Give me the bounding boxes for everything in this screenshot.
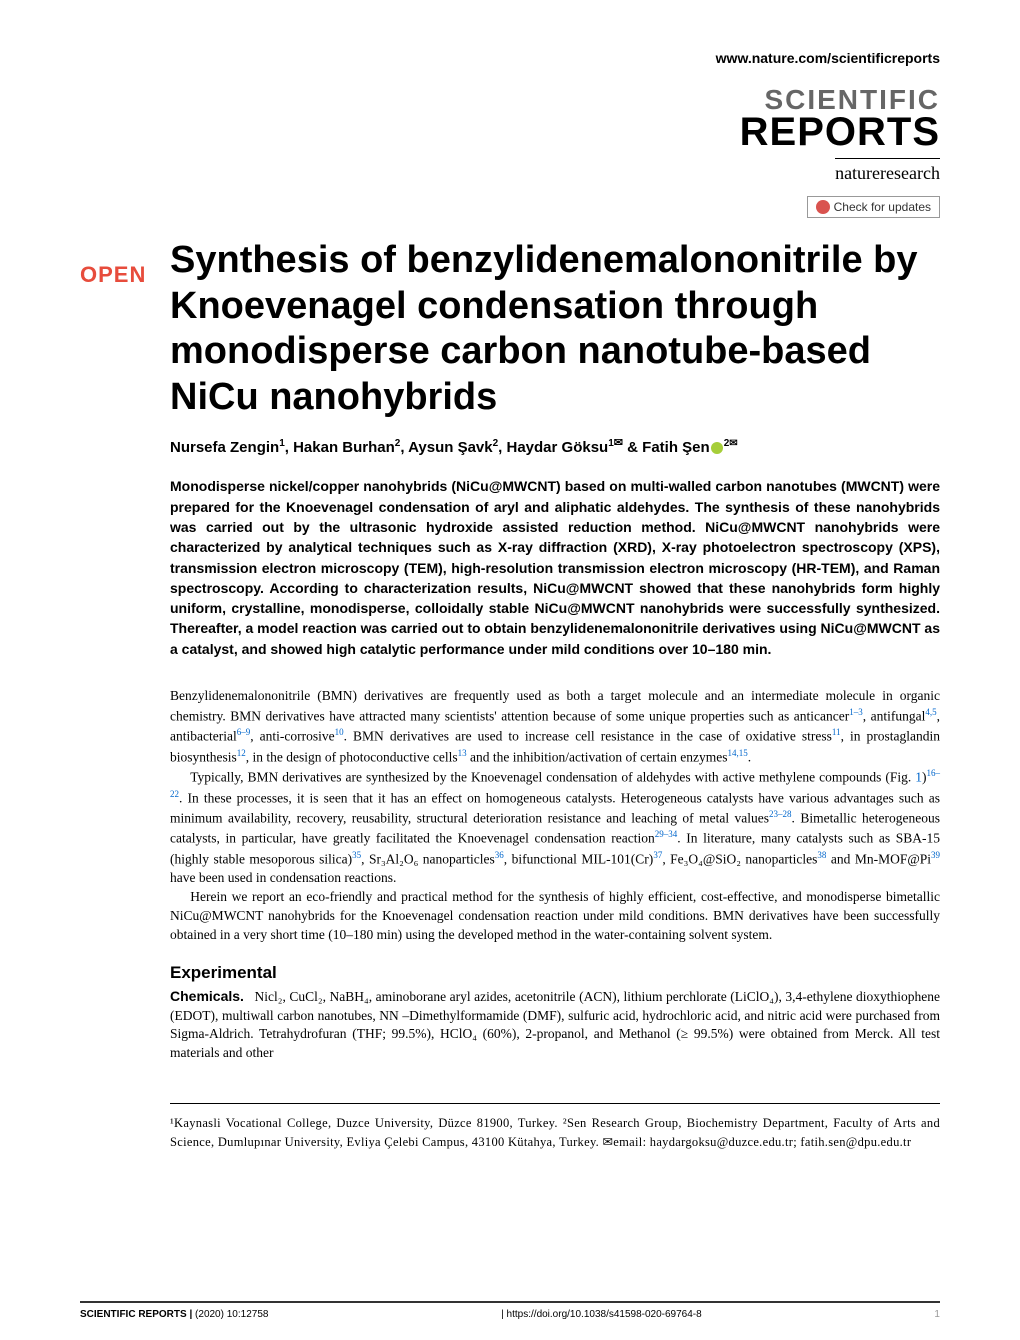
check-updates-label: Check for updates <box>834 200 931 214</box>
ref-13[interactable]: 13 <box>458 748 467 758</box>
ref-6-9[interactable]: 6–9 <box>237 727 251 737</box>
footer-page-number: 1 <box>934 1309 940 1320</box>
ref-1-3[interactable]: 1–3 <box>849 707 863 717</box>
authors-names: Nursefa Zengin1, Hakan Burhan2, Aysun Şa… <box>170 439 710 456</box>
ref-10[interactable]: 10 <box>335 727 344 737</box>
ref-36[interactable]: 36 <box>495 850 504 860</box>
chemicals-text: Nicl₂, CuCl₂, NaBH₄, aminoborane aryl az… <box>170 989 940 1061</box>
footer-citation: (2020) 10:12758 <box>195 1309 268 1320</box>
journal-name-bottom: REPORTS <box>80 114 940 150</box>
paragraph-1: Benzylidenemalononitrile (BMN) derivativ… <box>170 687 940 767</box>
section-experimental: Experimental <box>170 963 940 983</box>
abstract-text: Monodisperse nickel/copper nanohybrids (… <box>170 476 940 659</box>
ref-14-15[interactable]: 14,15 <box>728 748 748 758</box>
footer-doi: | https://doi.org/10.1038/s41598-020-697… <box>501 1309 702 1320</box>
check-updates-button[interactable]: Check for updates <box>807 196 940 218</box>
subsection-chemicals: Chemicals. <box>170 988 244 1004</box>
orcid-icon[interactable] <box>711 442 723 454</box>
footer-journal: SCIENTIFIC REPORTS <box>80 1309 187 1320</box>
paragraph-2: Typically, BMN derivatives are synthesiz… <box>170 767 940 888</box>
chemicals-paragraph: Chemicals. Nicl₂, CuCl₂, NaBH₄, aminobor… <box>170 987 940 1064</box>
ref-39[interactable]: 39 <box>931 850 940 860</box>
page-footer: SCIENTIFIC REPORTS | (2020) 10:12758 | h… <box>80 1301 940 1320</box>
ref-23-28[interactable]: 23–28 <box>769 809 792 819</box>
ref-11[interactable]: 11 <box>832 727 841 737</box>
header-url: www.nature.com/scientificreports <box>80 50 940 66</box>
fig-1-link[interactable]: 1 <box>915 770 922 785</box>
open-access-badge: OPEN <box>80 262 146 288</box>
ref-37[interactable]: 37 <box>653 850 662 860</box>
check-updates-container: Check for updates <box>80 196 940 218</box>
ref-12[interactable]: 12 <box>237 748 246 758</box>
affiliations: ¹Kaynasli Vocational College, Duzce Univ… <box>170 1103 940 1152</box>
body-intro: Benzylidenemalononitrile (BMN) derivativ… <box>170 687 940 945</box>
article-title: Synthesis of benzylidenemalononitrile by… <box>170 238 940 420</box>
authors-list: Nursefa Zengin1, Hakan Burhan2, Aysun Şa… <box>170 436 940 456</box>
paragraph-3: Herein we report an eco-friendly and pra… <box>170 888 940 945</box>
ref-29-34[interactable]: 29–34 <box>655 829 678 839</box>
ref-4-5[interactable]: 4,5 <box>925 707 936 717</box>
journal-logo: SCIENTIFIC REPORTS <box>80 86 940 150</box>
experimental-body: Chemicals. Nicl₂, CuCl₂, NaBH₄, aminobor… <box>170 987 940 1064</box>
publisher-label: natureresearch <box>835 158 940 184</box>
check-updates-icon <box>816 200 830 214</box>
author-last-affil: 2✉ <box>724 438 738 449</box>
ref-35[interactable]: 35 <box>352 850 361 860</box>
